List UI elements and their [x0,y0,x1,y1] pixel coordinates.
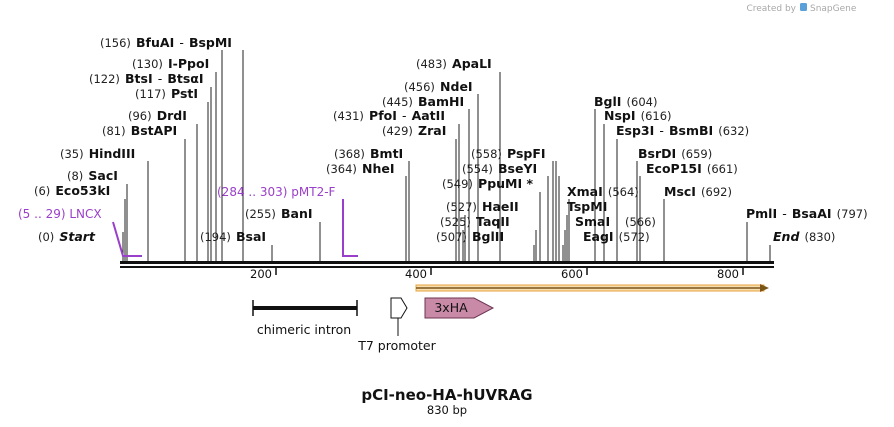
site-pfoi[interactable]: (431) PfoI - AatII [333,105,445,124]
restriction-sites: (156) BfuAI - BspMI (130) I-PpoI (122) B… [34,32,868,245]
credit-prefix: Created by [746,4,796,14]
primer-lncx-mark[interactable] [112,221,142,257]
tick-600: 600 [561,267,583,281]
site-leader-lines [122,50,771,262]
site-taqii[interactable]: (525) TaqII [440,211,510,230]
ha-label: 3xHA [434,300,468,315]
snapgene-credit: Created by SnapGene [746,3,857,14]
site-bgli[interactable]: BglI (604) [594,91,657,110]
site-bmti[interactable]: (368) BmtI [334,143,403,162]
intron-bar[interactable] [253,306,357,310]
site-pspfi[interactable]: (558) PspFI [471,143,546,162]
end-label: End (830) [773,226,835,245]
plasmid-size: 830 bp [427,403,467,417]
site-bani[interactable]: (255) BanI [245,203,313,222]
site-hindiii[interactable]: (35) HindIII [60,143,135,162]
feature-3xha[interactable]: 3xHA [424,297,495,319]
site-psti[interactable]: (117) PstI [135,83,198,102]
site-ppumi[interactable]: (549) PpuMI * [442,173,533,192]
site-tspmi[interactable]: TspMI [567,199,607,214]
site-nspi[interactable]: NspI (616) [604,105,672,124]
site-haeii[interactable]: (527) HaeII [446,196,519,215]
site-bamhi[interactable]: (445) BamHI [382,91,464,110]
site-bseyi[interactable]: (554) BseYI [462,158,537,177]
tick-200: 200 [250,267,272,281]
t7-label: T7 promoter [357,338,436,353]
t7-promoter-arrow-icon[interactable] [390,297,408,319]
site-i-ppoi[interactable]: (130) I-PpoI [132,53,209,72]
primer-pmt2f[interactable]: (284 .. 303) pMT2-F [217,185,336,199]
site-pmli[interactable]: PmlI - BsaAI (797) [746,203,868,222]
orf-arrow[interactable] [415,284,769,292]
tick-400: 400 [405,267,427,281]
backbone-bottom-strand [120,266,774,268]
site-bglii[interactable]: (507) BglII [436,226,504,245]
site-ecop15i[interactable]: EcoP15I (661) [646,158,738,177]
site-tspmi-pos: (566) [625,215,656,229]
site-zrai[interactable]: (429) ZraI [382,120,446,139]
site-bsai[interactable]: (194) BsaI [200,226,266,245]
site-bfuai[interactable]: (156) BfuAI - BspMI [100,32,232,51]
credit-brand: SnapGene [810,4,857,14]
site-eco53ki[interactable]: (6) Eco53kI [34,180,110,199]
site-saci[interactable]: (8) SacI [67,165,118,184]
features: chimeric intron T7 promoter 3xHA [252,297,495,353]
site-btsi[interactable]: (122) BtsI - BtsαI [89,68,204,87]
ha-tag-arrow-icon[interactable] [424,297,495,319]
intron-label: chimeric intron [257,322,351,337]
site-smai[interactable]: SmaI [575,214,610,229]
site-bstapi[interactable]: (81) BstAPI [102,120,177,139]
site-nhei[interactable]: (364) NheI [326,158,395,177]
site-drdi[interactable]: (96) DrdI [128,105,187,124]
snapgene-logo-icon [800,3,807,11]
orf-arrowhead-icon [760,284,769,292]
plasmid-title: pCI-neo-HA-hUVRAG [361,386,532,404]
backbone-top-strand [120,261,774,264]
site-msci[interactable]: MscI (692) [664,181,732,200]
site-apali[interactable]: (483) ApaLI [416,53,492,72]
tick-800: 800 [717,267,739,281]
site-esp3i[interactable]: Esp3I - BsmBI (632) [616,120,749,139]
sequence-backbone [120,261,774,268]
primer-pmt2f-mark[interactable] [342,199,358,257]
feature-t7-promoter[interactable]: T7 promoter [357,297,437,353]
start-label: (0) Start [38,226,96,245]
site-xmai[interactable]: XmaI (564) [567,181,639,200]
primers: (5 .. 29) LNCX (284 .. 303) pMT2-F [18,185,358,257]
site-eagi[interactable]: EagI (572) [583,226,650,245]
ruler: 200 400 600 800 [250,267,744,281]
feature-chimeric-intron[interactable]: chimeric intron [252,300,358,337]
site-bsrdi[interactable]: BsrDI (659) [638,143,712,162]
primer-lncx[interactable]: (5 .. 29) LNCX [18,207,102,221]
site-ndei[interactable]: (456) NdeI [404,76,473,95]
ruler-tick-marks [275,268,744,275]
